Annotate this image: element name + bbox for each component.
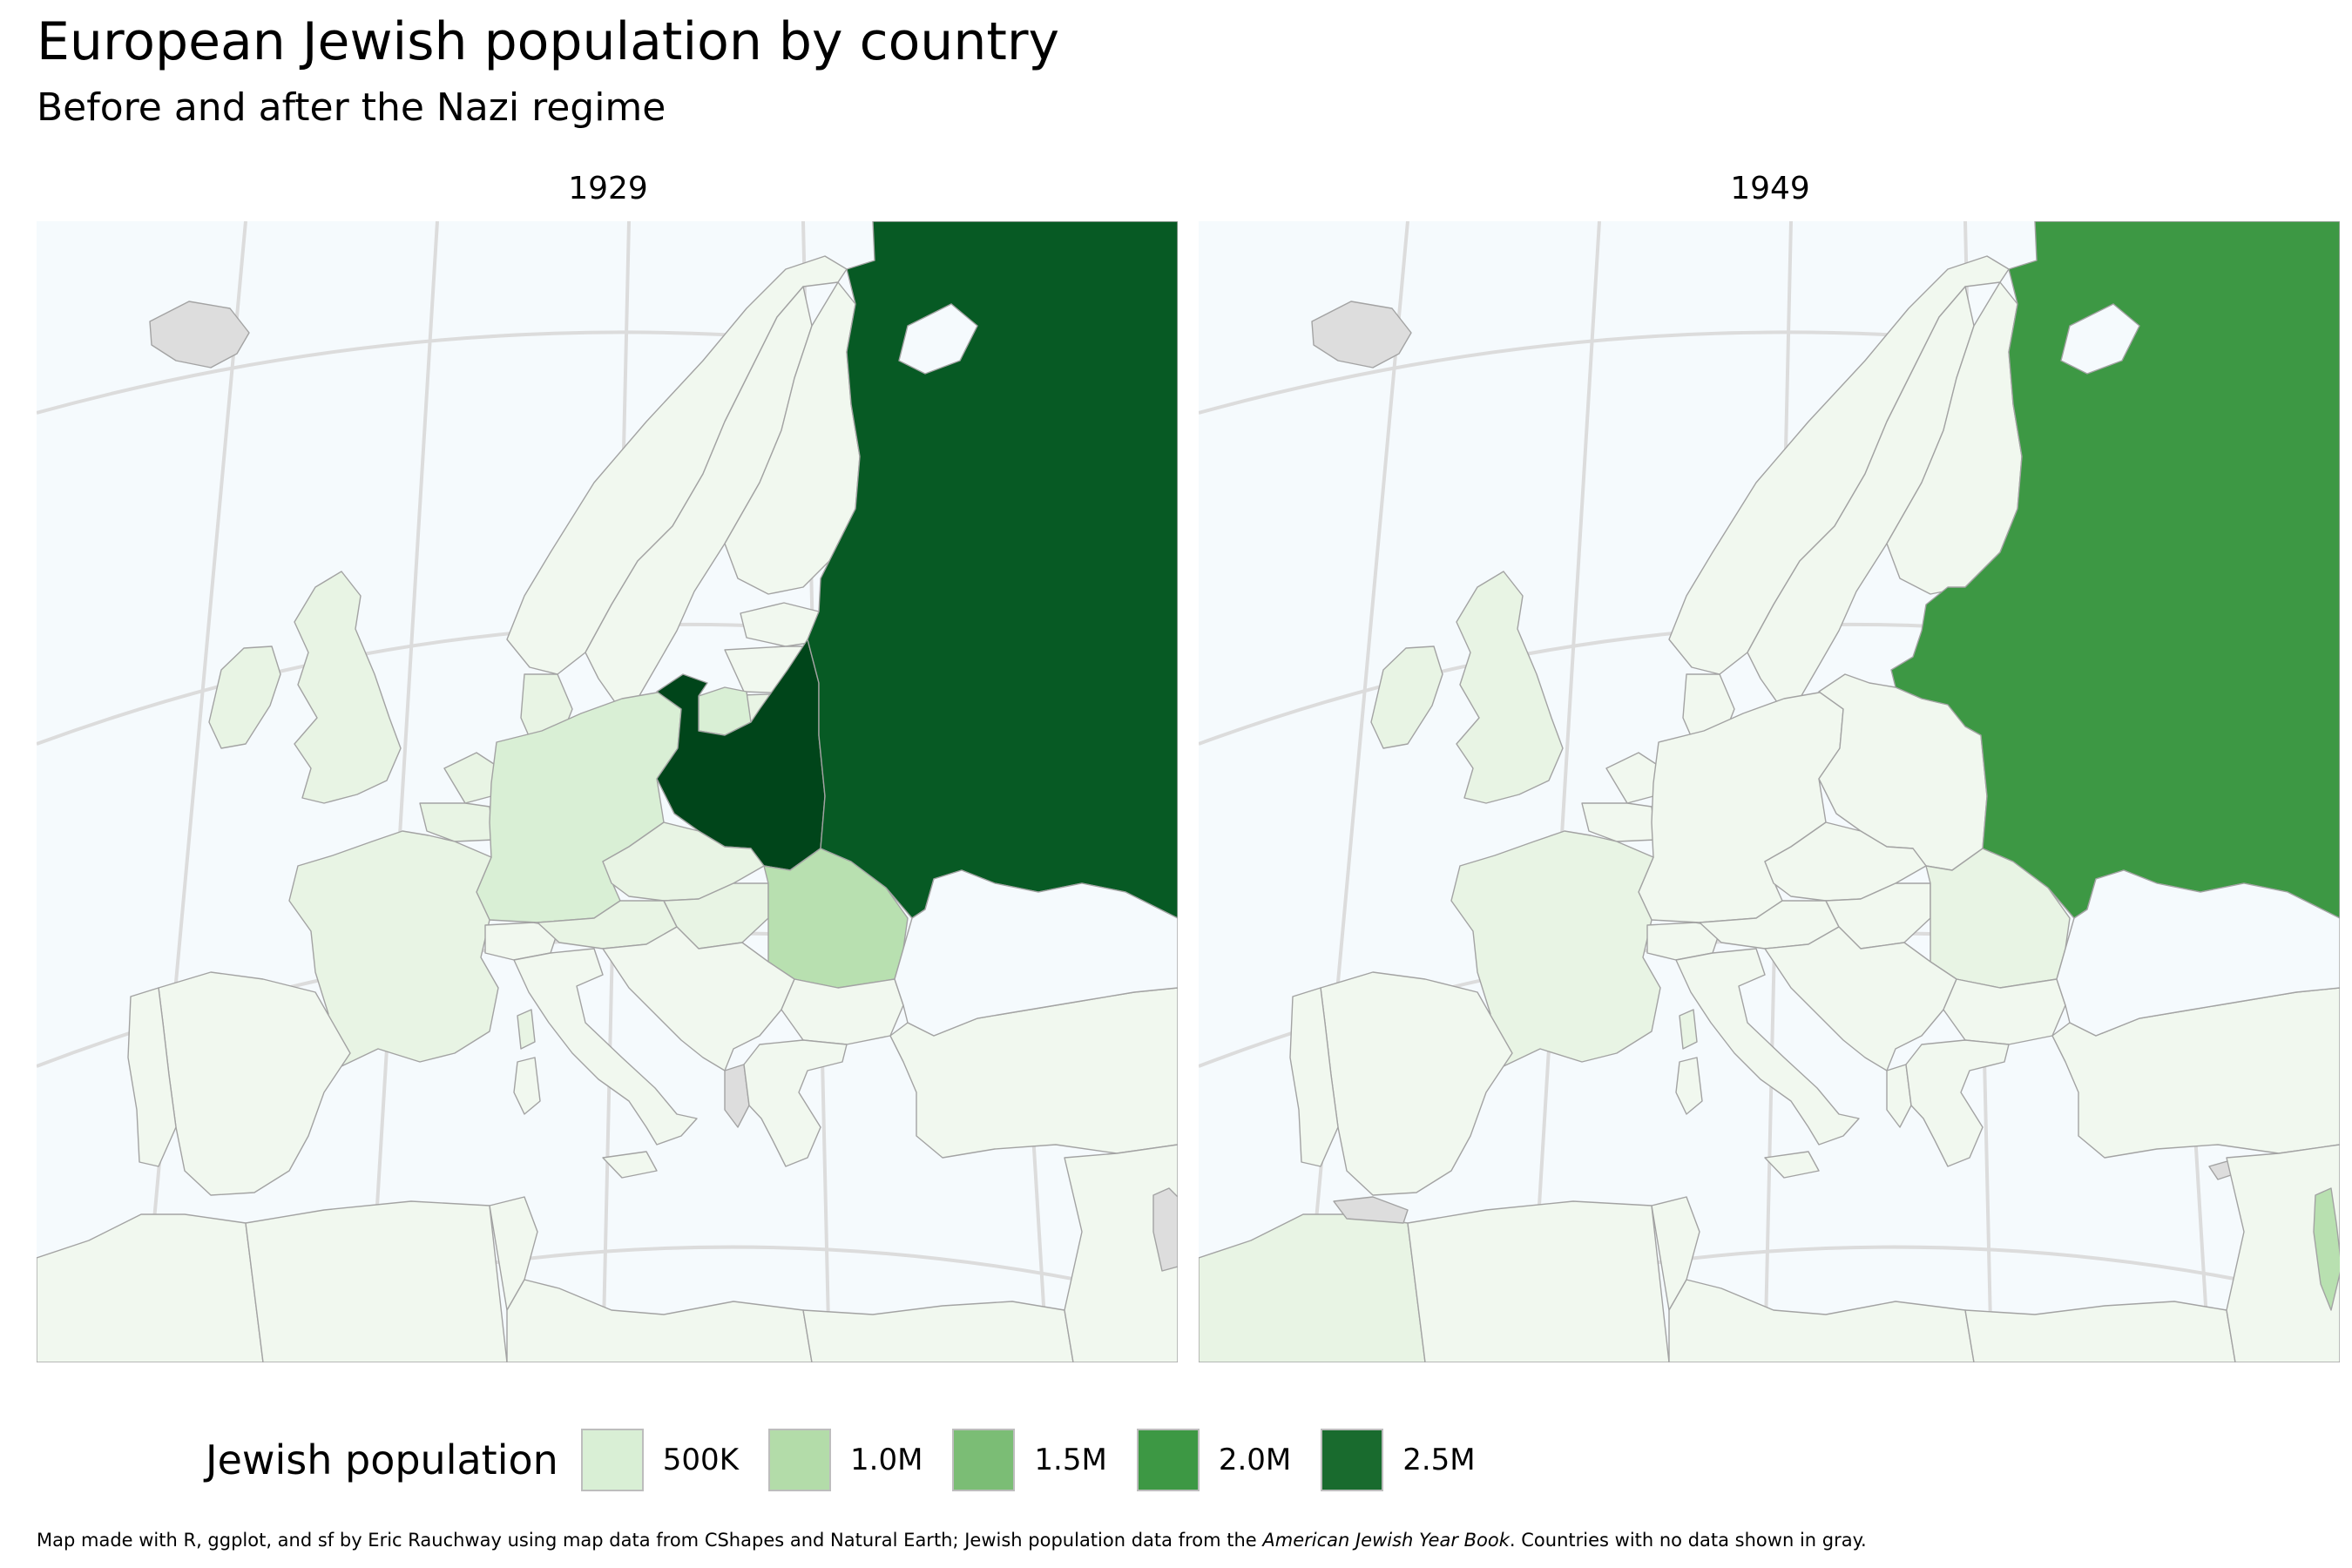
country-algeria [1407,1200,1670,1362]
legend-label: 500K [662,1443,739,1477]
black-sea [894,869,1178,1037]
country-yugoslavia [602,926,795,1071]
legend-swatch [952,1429,1016,1491]
country-netherlands [443,752,497,804]
country-italy [1675,948,1860,1146]
country-france [1450,830,1661,1067]
country-france [288,830,499,1067]
country-egypt [802,1301,1074,1362]
europe-map-1929 [37,221,1178,1362]
white-sea [898,303,978,375]
country-portugal [1289,987,1339,1167]
graticule-meridian [366,221,439,1362]
country-ireland [208,645,281,749]
legend-item-500k: 500K [580,1429,739,1491]
country-ireland [1370,645,1443,749]
legend-label: 2.5M [1402,1443,1476,1477]
legend-label: 1.0M [850,1443,923,1477]
country-spain [1320,971,1513,1196]
country-greece [1905,1039,2010,1167]
country-bulgaria [781,978,904,1045]
country-italy-sicily [602,1151,658,1179]
legend-title: Jewish population [206,1436,558,1484]
legend-swatch [1321,1429,1384,1491]
country-netherlands [1605,752,1659,804]
country-morocco [1199,1213,1426,1362]
country-portugal [127,987,177,1167]
country-israel [2313,1187,2340,1311]
country-tunisia [1651,1196,1700,1311]
country-italy [513,948,698,1146]
country-italy-sicily [1764,1151,1820,1179]
country-albania [1886,1064,1912,1128]
legend-item-1m: 1.0M [768,1429,923,1491]
black-sea [2056,869,2340,1037]
country-greece [743,1039,848,1167]
map-title: European Jewish population by country [37,11,1060,72]
graticule-meridian [139,221,247,1362]
country-palestine [1152,1187,1178,1272]
caption-source: American Jewish Year Book [1262,1530,1510,1551]
country-iceland [149,301,250,368]
graticule-meridian [1528,221,1601,1362]
legend-item-2-5m: 2.5M [1321,1429,1476,1491]
graticule-meridian [1301,221,1409,1362]
white-sea [2060,303,2140,375]
legend-label: 1.5M [1034,1443,1107,1477]
country-albania [724,1064,750,1128]
country-tunisia [489,1196,538,1311]
country-levant [1064,1144,1178,1362]
caption-text-end: . Countries with no data shown in gray. [1509,1530,1867,1551]
country-libya [506,1279,813,1362]
legend-swatch [1136,1429,1200,1491]
country-yugoslavia [1764,926,1957,1071]
europe-map-1949 [1199,221,2340,1362]
map-panel-1929 [37,221,1178,1362]
source-caption: Map made with R, ggplot, and sf by Eric … [37,1530,1867,1551]
country-corsica [517,1009,536,1050]
country-great-britain [1456,571,1564,804]
map-subtitle: Before and after the Nazi regime [37,85,666,130]
country-italy-sardinia [1675,1057,1703,1115]
legend-swatch [768,1429,831,1491]
legend: Jewish population 500K 1.0M 1.5M 2.0M 2.… [206,1427,1505,1493]
country-ussr [807,221,1178,919]
country-italy-sardinia [513,1057,541,1115]
legend-swatch [580,1429,644,1491]
panel-label-1929: 1929 [568,171,648,206]
country-iceland [1311,301,1412,368]
country-corsica [1679,1009,1698,1050]
legend-item-2m: 2.0M [1136,1429,1292,1491]
country-levant [2226,1144,2340,1362]
panel-label-1949: 1949 [1730,171,1810,206]
country-great-britain [294,571,402,804]
country-algeria [245,1200,508,1362]
country-egypt [1964,1301,2236,1362]
country-spanish-morocco [1333,1196,1409,1224]
map-panel-1949 [1199,221,2340,1362]
caption-text: Map made with R, ggplot, and sf by Eric … [37,1530,1263,1551]
country-libya [1668,1279,1975,1362]
country-spain [158,971,351,1196]
legend-label: 2.0M [1218,1443,1292,1477]
country-morocco [37,1213,264,1362]
legend-item-1-5m: 1.5M [952,1429,1107,1491]
country-bulgaria [1943,978,2066,1045]
